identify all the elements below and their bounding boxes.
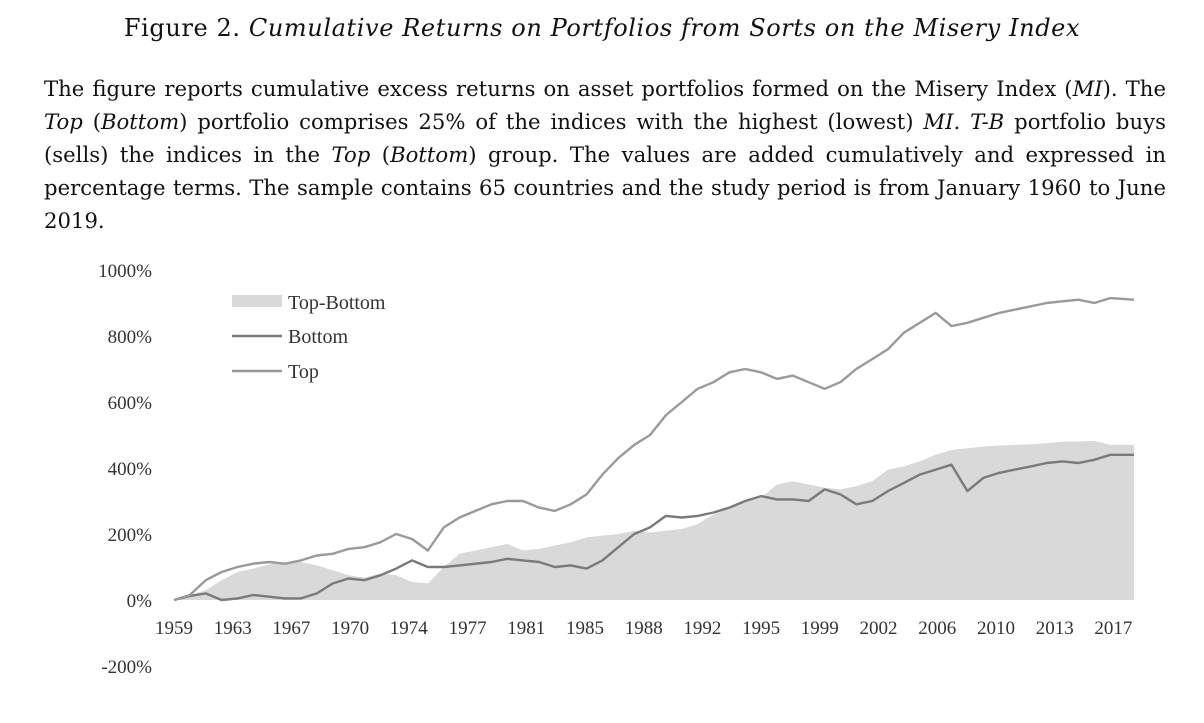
x-tick-label: 1981 [507,618,545,639]
x-tick-label: 1974 [390,618,429,639]
x-tick-label: 2017 [1094,618,1132,639]
caption-text: MI. [923,109,961,134]
x-tick-label: 1999 [801,618,839,639]
y-tick-label: 0% [127,591,153,612]
figure-caption: The figure reports cumulative excess ret… [44,72,1166,237]
x-tick-label: 2002 [860,618,898,639]
caption-text: Bottom [100,109,180,134]
legend-label: Top-Bottom [288,292,386,314]
x-tick-label: 2010 [977,618,1015,639]
x-tick-label: 1992 [683,618,721,639]
caption-text: Bottom [390,142,469,167]
caption-text: MI [1072,76,1103,101]
caption-text: ) portfolio comprises 25% of the indices… [179,109,924,134]
y-tick-label: 200% [108,525,153,546]
x-tick-label: 1985 [566,618,604,639]
x-tick-label: 2013 [1036,618,1074,639]
caption-text: Top [44,109,83,134]
x-tick-label: 1959 [155,618,193,639]
x-tick-label: 1963 [214,618,252,639]
caption-text: ) group. The values are added cumulative… [44,142,1166,233]
series-area-top-bottom [174,440,1134,600]
caption-text: ( [82,109,101,134]
figure-label: Figure 2. [123,14,241,42]
x-tick-label: 1995 [742,618,780,639]
x-tick-label: 1967 [272,618,310,639]
figure-title: Figure 2. Cumulative Returns on Portfoli… [0,14,1204,42]
legend-label: Top [288,361,319,383]
y-tick-label: -200% [101,657,152,678]
y-tick-label: 1000% [98,261,152,282]
y-tick-label: 600% [108,393,153,414]
caption-text: Top [331,142,371,167]
series-line-bottom [173,453,1134,602]
series-line-top [173,296,1135,602]
y-tick-label: 400% [108,459,153,480]
x-tick-label: 2006 [918,618,956,639]
figure-title-text: Cumulative Returns on Portfolios from So… [248,14,1081,42]
caption-text: ( [370,142,391,167]
x-tick-label: 1970 [331,618,369,639]
legend-swatch-top-bottom [232,295,282,307]
legend-label: Bottom [288,326,348,348]
caption-text: ). The [1102,76,1166,101]
caption-text: portfolio buys (sells) the indices in th… [44,109,1166,167]
caption-text: The figure reports cumulative excess ret… [44,76,1073,101]
x-tick-label: 1988 [625,618,663,639]
y-tick-label: 800% [108,327,153,348]
x-tick-label: 1977 [449,618,487,639]
caption-text: T-B [970,109,1005,134]
